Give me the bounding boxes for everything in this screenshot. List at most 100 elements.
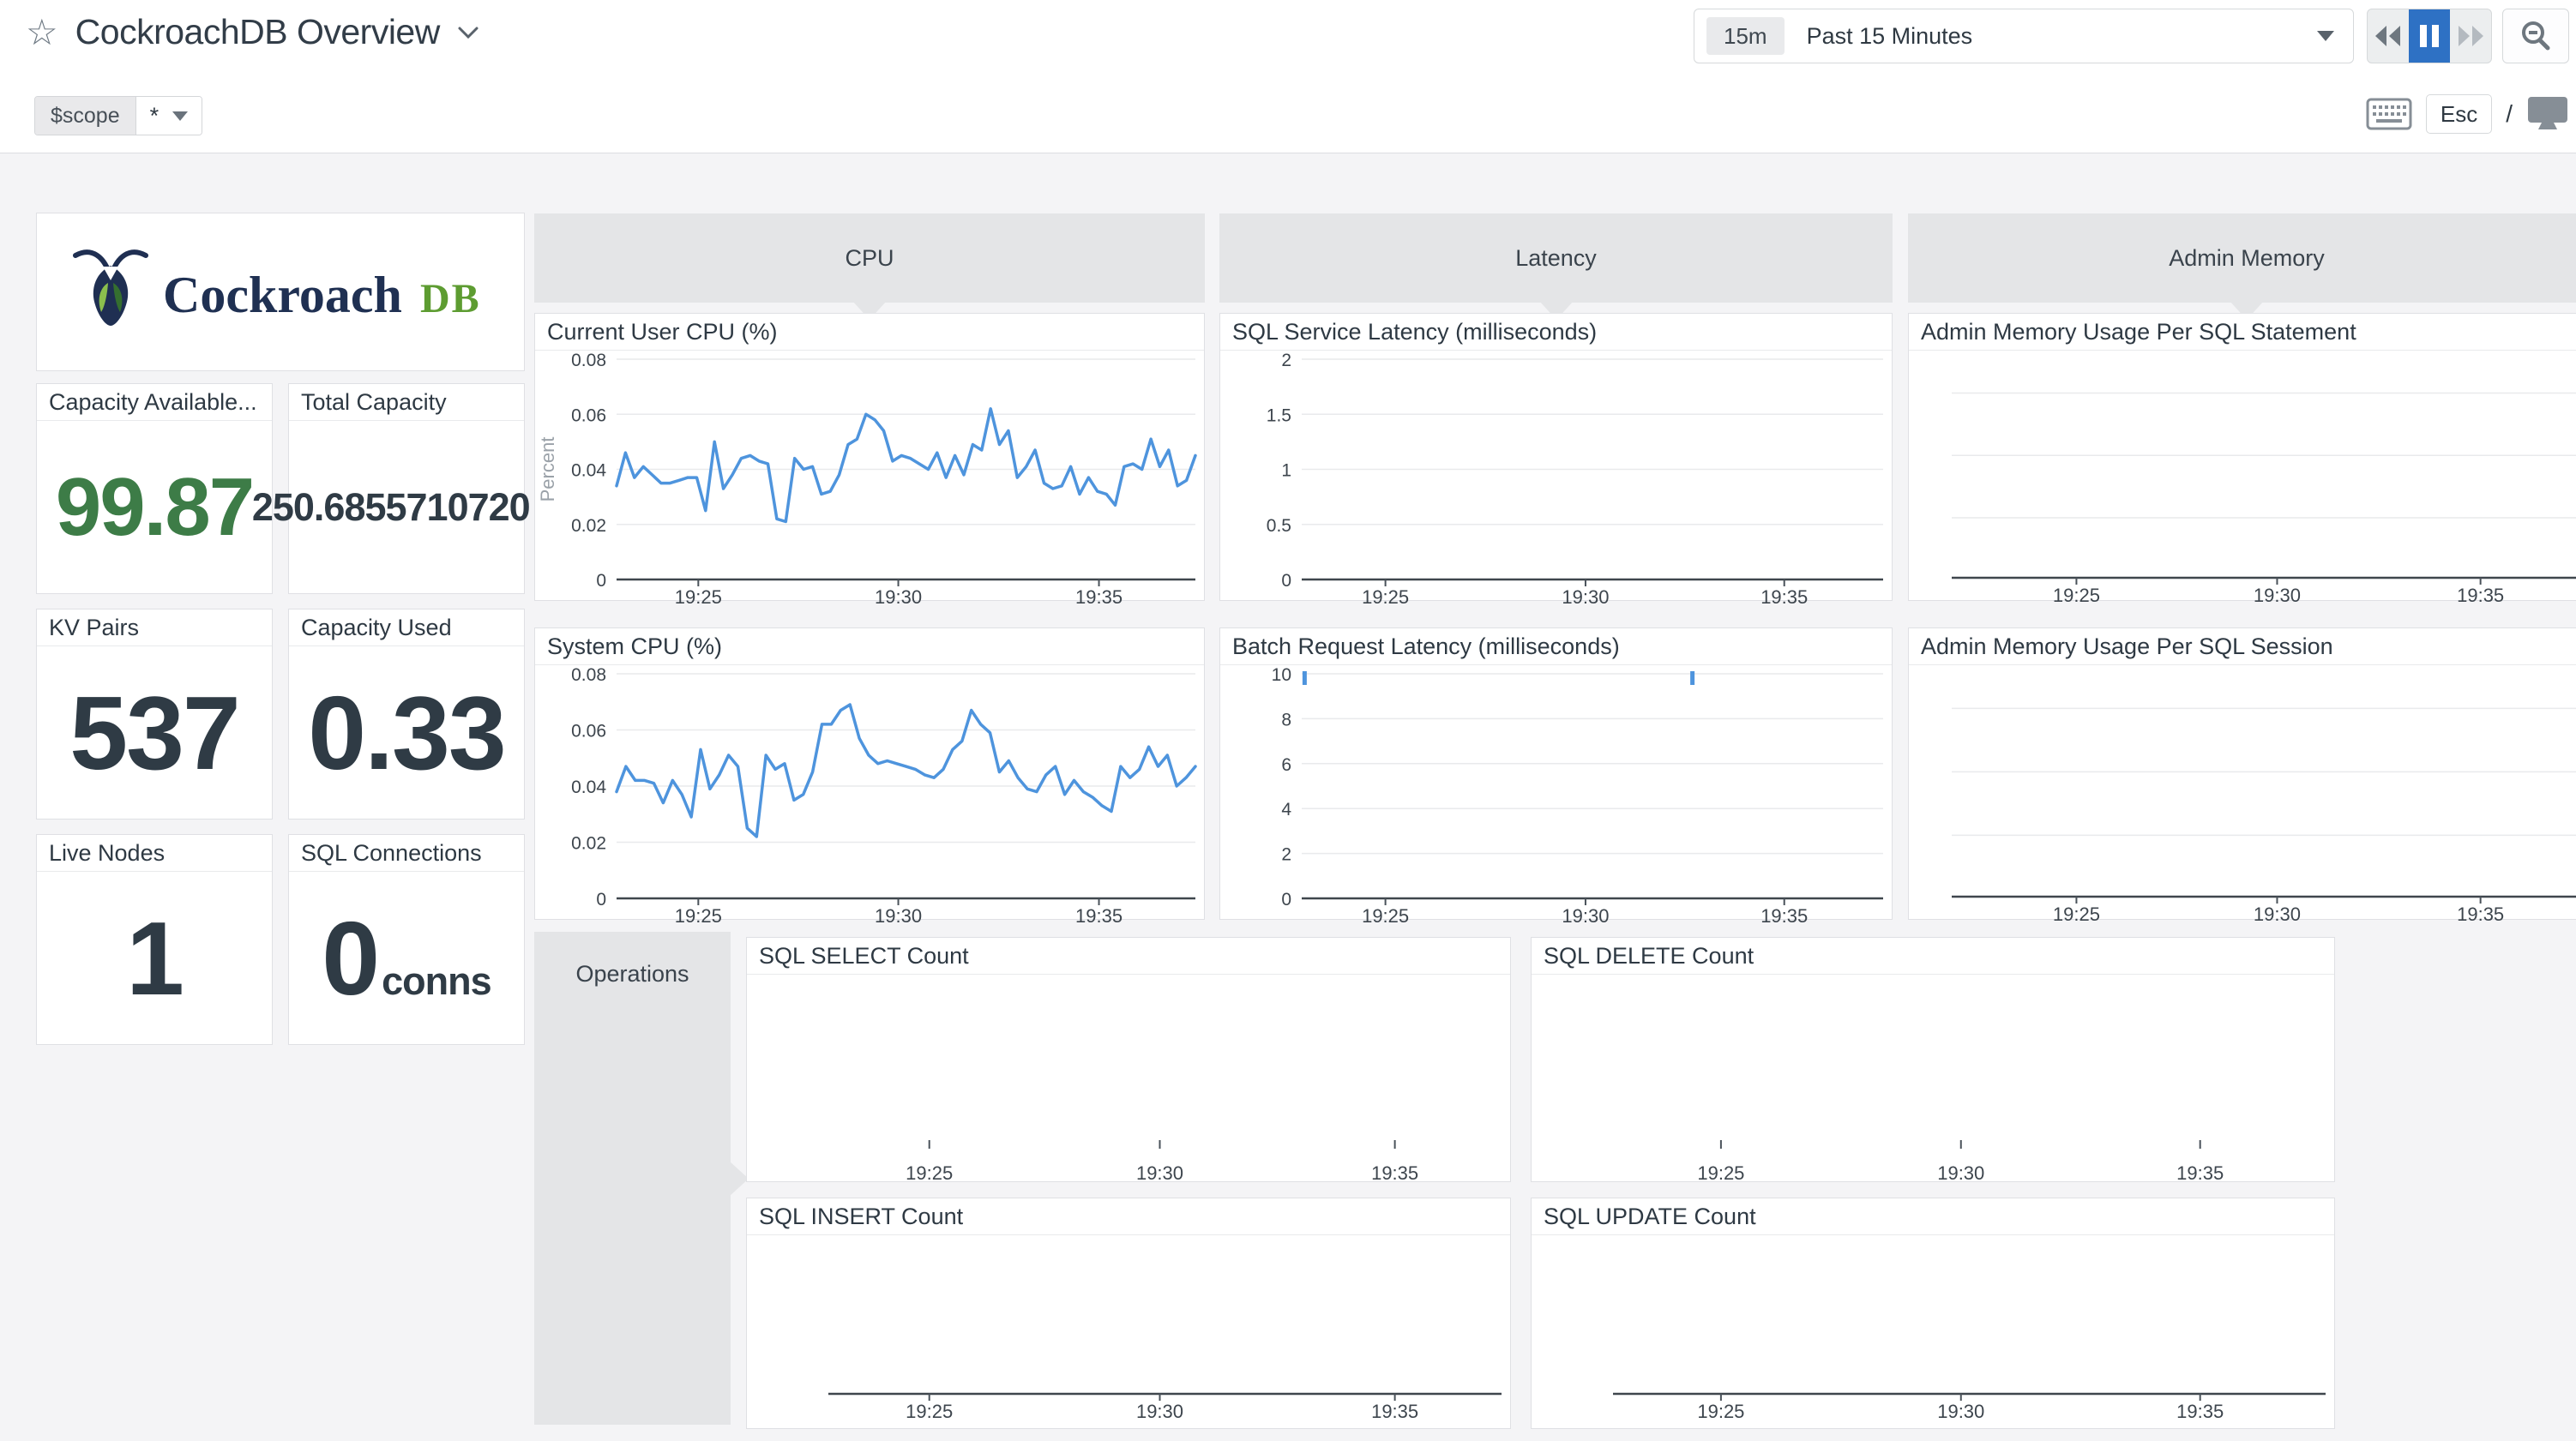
stat-card-sql-connections[interactable]: SQL Connections 0 conns — [288, 834, 525, 1045]
page-title: CockroachDB Overview — [75, 12, 441, 51]
svg-text:19:25: 19:25 — [906, 1162, 953, 1184]
chart-title: Admin Memory Usage Per SQL Session — [1909, 628, 2576, 665]
magnifier-minus-icon — [2522, 21, 2550, 51]
svg-text:19:35: 19:35 — [1075, 586, 1122, 608]
chart-card-sql-insert-count: SQL INSERT Count 19:25 19:30 19:35 — [746, 1198, 1511, 1429]
svg-text:0.04: 0.04 — [571, 461, 606, 481]
svg-text:19:25: 19:25 — [2053, 585, 2100, 606]
svg-text:19:30: 19:30 — [1937, 1401, 1984, 1422]
scope-name: $scope — [35, 97, 135, 135]
chart-plot[interactable]: 19:25 19:30 19:35 — [1532, 975, 2334, 1184]
cockroachdb-logo-card[interactable]: Cockroach DB — [36, 213, 525, 371]
svg-text:0.06: 0.06 — [571, 722, 606, 742]
chart-title: Batch Request Latency (milliseconds) — [1220, 628, 1892, 665]
stat-unit: conns — [382, 958, 492, 1003]
svg-text:10: 10 — [1272, 665, 1291, 685]
zoom-out-button[interactable] — [2502, 9, 2569, 63]
chevron-down-icon — [2317, 31, 2334, 41]
chart-plot[interactable]: 19:25 19:30 19:35 — [747, 975, 1510, 1184]
chart-card-sql-select-count: SQL SELECT Count 19:25 19:30 19:35 — [746, 937, 1511, 1184]
dashboard-titlebar: ☆ CockroachDB Overview — [26, 12, 479, 52]
cockroachdb-logo: Cockroach DB — [73, 249, 481, 326]
star-icon[interactable]: ☆ — [26, 11, 58, 52]
scope-value: * — [149, 102, 159, 129]
chart-plot[interactable]: 19:25 19:30 19:35 — [1909, 351, 2576, 606]
svg-text:19:35: 19:35 — [2176, 1162, 2224, 1184]
stat-card-capacity-used[interactable]: Capacity Used 0.33 — [288, 609, 525, 820]
stat-value: 537 — [69, 674, 241, 791]
svg-text:19:25: 19:25 — [906, 1401, 953, 1422]
chart-plot[interactable]: 0.08 0.06 0.04 0.02 0 19:25 19:30 19:35 Percent — [535, 351, 1204, 608]
stat-title: Total Capacity — [289, 384, 524, 421]
svg-text:19:35: 19:35 — [2457, 585, 2504, 606]
svg-text:19:30: 19:30 — [1136, 1401, 1183, 1422]
svg-text:19:35: 19:35 — [1371, 1162, 1418, 1184]
chart-plot[interactable]: 19:25 19:30 19:35 — [1532, 1235, 2334, 1428]
stat-value: 1 — [126, 899, 184, 1017]
chart-title: SQL UPDATE Count — [1532, 1198, 2334, 1235]
template-variable-scope[interactable]: $scope * — [34, 96, 203, 135]
scope-value-dropdown[interactable]: * — [135, 97, 202, 135]
tv-mode-icon[interactable] — [2526, 95, 2569, 133]
pause-button[interactable] — [2409, 9, 2450, 63]
chart-title: Admin Memory Usage Per SQL Statement — [1909, 314, 2576, 351]
svg-text:2: 2 — [1281, 351, 1291, 370]
fast-forward-icon — [2459, 26, 2483, 46]
svg-text:19:30: 19:30 — [875, 586, 922, 608]
time-range-selector[interactable]: 15m Past 15 Minutes — [1694, 9, 2354, 63]
stat-card-kv-pairs[interactable]: KV Pairs 537 — [36, 609, 273, 820]
esc-key-badge: Esc — [2425, 94, 2493, 134]
svg-text:19:30: 19:30 — [2254, 904, 2301, 925]
svg-text:19:30: 19:30 — [875, 905, 922, 927]
svg-text:19:35: 19:35 — [2176, 1401, 2224, 1422]
chart-card-sql-delete-count: SQL DELETE Count 19:25 19:30 19:35 — [1531, 937, 2335, 1184]
chart-title: Current User CPU (%) — [535, 314, 1204, 351]
fast-forward-button[interactable] — [2450, 9, 2491, 63]
chart-title: SQL INSERT Count — [747, 1198, 1510, 1235]
group-header-cpu[interactable]: CPU — [534, 213, 1205, 320]
group-header-latency[interactable]: Latency — [1219, 213, 1893, 320]
chart-plot[interactable]: 2 1.5 1 0.5 0 19:25 19:30 19:35 — [1220, 351, 1892, 608]
stat-value: 0.33 — [308, 674, 506, 791]
chart-plot[interactable]: 19:25 19:30 19:35 — [747, 1235, 1510, 1428]
svg-text:0.06: 0.06 — [571, 405, 606, 425]
svg-text:0: 0 — [1281, 571, 1291, 591]
chart-card-system-cpu: System CPU (%) 0.08 0.06 0.04 0.02 0 19:25 19:… — [534, 627, 1205, 927]
logo-suffix-text: DB — [420, 276, 481, 321]
svg-text:19:35: 19:35 — [2457, 904, 2504, 925]
chart-plot[interactable]: 0.08 0.06 0.04 0.02 0 19:25 19:30 19:35 — [535, 665, 1204, 927]
group-header-admin-memory[interactable]: Admin Memory — [1908, 213, 2576, 320]
chart-card-current-user-cpu: Current User CPU (%) 0.08 0.06 0.04 0.02 0 19… — [534, 313, 1205, 608]
rewind-button[interactable] — [2368, 9, 2409, 63]
chart-plot[interactable]: 10 8 6 4 2 0 19:25 19:30 19:35 — [1220, 665, 1892, 927]
stat-card-capacity-available[interactable]: Capacity Available... 99.87 — [36, 383, 273, 594]
stat-title: KV Pairs — [37, 609, 272, 646]
svg-text:1: 1 — [1281, 461, 1291, 481]
svg-text:0: 0 — [1281, 890, 1291, 910]
chevron-down-icon[interactable] — [457, 26, 479, 45]
chart-plot[interactable]: 19:25 19:30 19:35 — [1909, 665, 2576, 925]
keyboard-icon[interactable] — [2366, 98, 2412, 130]
svg-text:19:25: 19:25 — [1362, 586, 1409, 608]
chart-card-admin-memory-session: Admin Memory Usage Per SQL Session 19:25… — [1908, 627, 2576, 925]
svg-text:0.5: 0.5 — [1267, 516, 1291, 536]
svg-text:19:25: 19:25 — [1697, 1162, 1744, 1184]
svg-text:19:30: 19:30 — [1937, 1162, 1984, 1184]
svg-text:19:25: 19:25 — [1697, 1401, 1744, 1422]
stat-card-total-capacity[interactable]: Total Capacity 250.6855710720 GB — [252, 383, 561, 594]
chart-card-admin-memory-statement: Admin Memory Usage Per SQL Statement 19:… — [1908, 313, 2576, 606]
svg-text:19:35: 19:35 — [1371, 1401, 1418, 1422]
svg-text:8: 8 — [1281, 710, 1291, 730]
shortcut-hints: Esc / — [2366, 94, 2569, 134]
svg-text:2: 2 — [1281, 845, 1291, 865]
svg-text:19:30: 19:30 — [1136, 1162, 1183, 1184]
pause-icon — [2420, 25, 2439, 47]
stat-card-live-nodes[interactable]: Live Nodes 1 — [36, 834, 273, 1045]
svg-text:19:25: 19:25 — [1362, 905, 1409, 927]
slash-separator: / — [2506, 100, 2513, 127]
svg-text:Percent: Percent — [537, 437, 558, 502]
chart-title: System CPU (%) — [535, 628, 1204, 665]
group-header-operations[interactable]: Operations — [534, 932, 749, 1425]
chevron-down-icon — [172, 111, 189, 121]
svg-text:0.02: 0.02 — [571, 516, 606, 536]
